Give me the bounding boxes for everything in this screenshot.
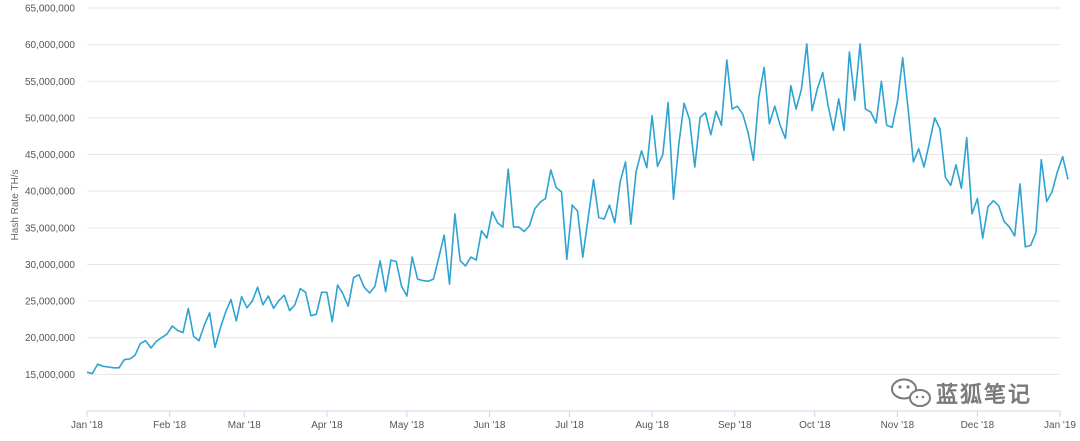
x-tick-label: May '18 xyxy=(390,420,425,431)
y-tick-label: 65,000,000 xyxy=(25,4,75,15)
y-tick-label: 30,000,000 xyxy=(25,260,75,271)
x-tick-label: Nov '18 xyxy=(881,420,915,431)
watermark-text: 蓝狐笔记 xyxy=(936,382,1032,408)
hash-rate-series-line xyxy=(86,43,1069,375)
watermark: 蓝狐笔记 xyxy=(891,378,1032,408)
y-tick-label: 35,000,000 xyxy=(25,223,75,234)
x-tick-label: Jul '18 xyxy=(555,420,584,431)
x-tick-label: Dec '18 xyxy=(961,420,995,431)
y-tick-label: 50,000,000 xyxy=(25,113,75,124)
y-axis-ticks: 15,000,000 20,000,000 25,000,000 30,000,000… xyxy=(25,4,75,381)
x-tick-label: Feb '18 xyxy=(153,420,186,431)
x-tick-label: Sep '18 xyxy=(718,420,752,431)
x-axis-ticks: Jan '18 Feb '18 Mar '18 Apr '18 May '18 Jun '… xyxy=(71,411,1076,431)
y-tick-label: 55,000,000 xyxy=(25,77,75,88)
x-tick-label: Jun '18 xyxy=(474,420,506,431)
x-tick-label: Aug '18 xyxy=(635,420,669,431)
grid-lines xyxy=(87,7,1060,375)
x-tick-label: Oct '18 xyxy=(799,420,831,431)
x-tick-label: Apr '18 xyxy=(311,420,343,431)
x-tick-label: Mar '18 xyxy=(228,420,261,431)
series-group xyxy=(86,43,1069,375)
y-tick-label: 25,000,000 xyxy=(25,297,75,308)
wechat-icon xyxy=(891,378,931,407)
y-tick-label: 15,000,000 xyxy=(25,370,75,381)
y-tick-label: 20,000,000 xyxy=(25,333,75,344)
y-tick-label: 60,000,000 xyxy=(25,40,75,51)
y-tick-label: 45,000,000 xyxy=(25,150,75,161)
x-tick-label: Jan '19 xyxy=(1044,420,1076,431)
y-tick-label: 40,000,000 xyxy=(25,187,75,198)
y-axis-label: Hash Rate TH/s xyxy=(10,170,21,241)
x-tick-label: Jan '18 xyxy=(71,420,103,431)
